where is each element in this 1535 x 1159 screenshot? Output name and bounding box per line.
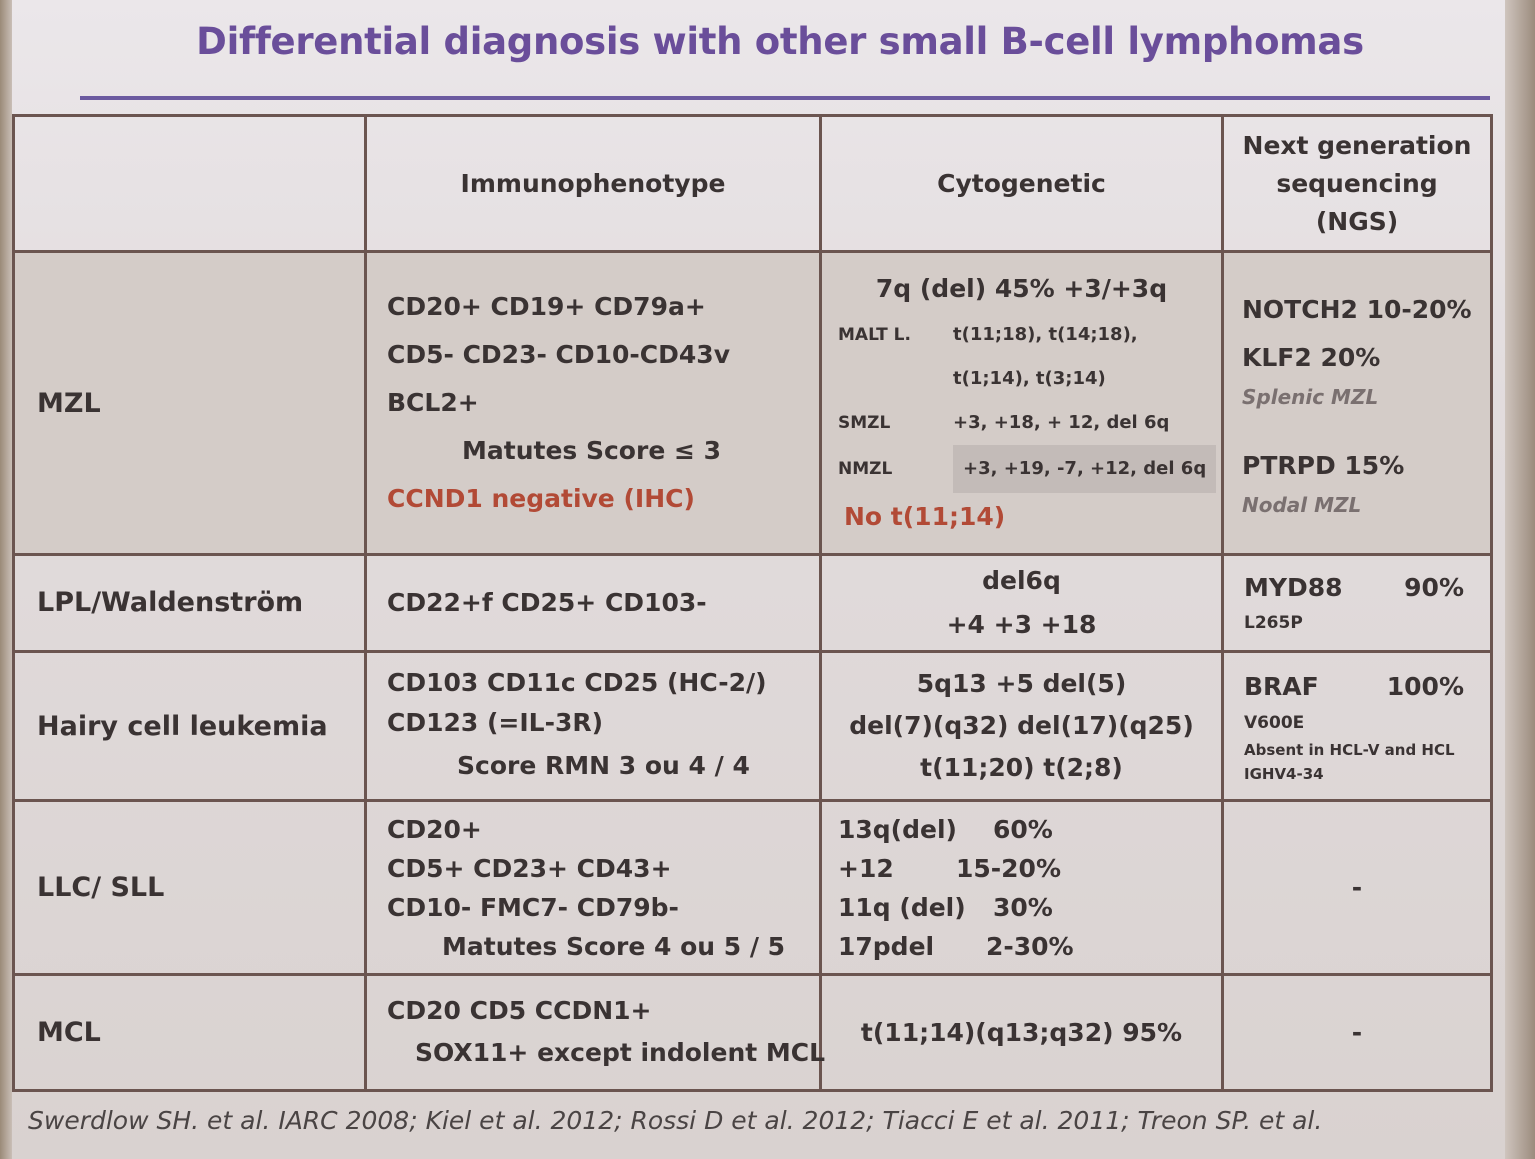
- mzl-cyto-value-highlight: +3, +19, -7, +12, del 6q: [953, 445, 1217, 494]
- mzl-cyto-head: 7q (del) 45% +3/+3q: [875, 274, 1168, 304]
- differential-diagnosis-table: Immunophenotype Cytogenetic Next generat…: [12, 113, 1493, 1093]
- hcl-cyto-line: del(7)(q32) del(17)(q25): [849, 711, 1194, 741]
- lpl-ngs-gene: MYD88: [1244, 572, 1343, 602]
- hcl-ngs-note: IGHV4-34: [1244, 765, 1324, 784]
- lpl-ngs-gene-row: MYD88 90%: [1224, 568, 1490, 608]
- llc-immuno-line: CD10- FMC7- CD79b-: [387, 892, 679, 922]
- llc-matutes-score: Matutes Score 4 ou 5 / 5: [442, 931, 786, 961]
- llc-immunophenotype: CD20+ CD5+ CD23+ CD43+ CD10- FMC7- CD79b…: [364, 799, 822, 976]
- row-hcl: Hairy cell leukemia CD103 CD11c CD25 (HC…: [12, 649, 1493, 803]
- mzl-ccnd1: CCND1 negative (IHC): [387, 484, 695, 514]
- hcl-ngs-variant: V600E: [1244, 713, 1305, 734]
- mzl-immuno-line: BCL2+: [387, 388, 479, 418]
- mcl-immunophenotype: CD20 CD5 CCDN1+ SOX11+ except indolent M…: [364, 972, 826, 1093]
- mzl-matutes-score: Matutes Score ≤ 3: [462, 436, 722, 466]
- header-ngs-line2: sequencing: [1276, 168, 1438, 198]
- hcl-cyto-line: t(11;20) t(2;8): [920, 753, 1123, 783]
- row-label-mzl: MZL: [12, 250, 367, 557]
- slide-title: Differential diagnosis with other small …: [196, 20, 1364, 63]
- mzl-cyto-value: t(11;18), t(14;18),: [953, 324, 1138, 346]
- mzl-immunophenotype: CD20+ CD19+ CD79a+ CD5- CD23- CD10-CD43v…: [364, 250, 822, 557]
- mzl-immuno-line: CD20+ CD19+ CD79a+: [387, 292, 706, 322]
- mzl-ngs-ptrpd: PTRPD 15%: [1242, 451, 1405, 481]
- mzl-cyto-row: SMZL +3, +18, + 12, del 6q: [822, 401, 1221, 445]
- hcl-score: Score RMN 3 ou 4 / 4: [457, 751, 750, 781]
- mzl-ngs: NOTCH2 10-20% KLF2 20% Splenic MZL PTRPD…: [1221, 250, 1493, 557]
- lpl-ngs-percent: 90%: [1404, 572, 1464, 602]
- mzl-cyto-row: t(1;14), t(3;14): [822, 357, 1221, 401]
- llc-cyto-value: 15-20%: [956, 853, 1062, 883]
- header-cytogenetic: Cytogenetic: [819, 113, 1224, 254]
- row-mzl: MZL CD20+ CD19+ CD79a+ CD5- CD23- CD10-C…: [12, 250, 1493, 557]
- projector-frame-left: [0, 0, 12, 1159]
- row-llc: LLC/ SLL CD20+ CD5+ CD23+ CD43+ CD10- FM…: [12, 799, 1493, 976]
- row-label-hcl: Hairy cell leukemia: [12, 649, 367, 803]
- lpl-cyto-line: del6q: [982, 565, 1061, 595]
- hcl-cyto-line: 5q13 +5 del(5): [916, 669, 1127, 699]
- hcl-ngs: BRAF 100% V600E Absent in HCL-V and HCL …: [1221, 649, 1493, 803]
- mzl-ngs-notch2: NOTCH2 10-20%: [1242, 295, 1472, 325]
- row-label-llc: LLC/ SLL: [12, 799, 367, 976]
- hcl-immunophenotype: CD103 CD11c CD25 (HC-2/) CD123 (=IL-3R) …: [364, 649, 822, 803]
- mzl-ngs-klf2: KLF2 20%: [1242, 343, 1381, 373]
- hcl-ngs-note: Absent in HCL-V and HCL: [1244, 741, 1455, 760]
- llc-cyto-value: 30%: [993, 892, 1053, 922]
- row-label-mcl: MCL: [12, 972, 367, 1093]
- citation: Swerdlow SH. et al. IARC 2008; Kiel et a…: [28, 1106, 1323, 1135]
- llc-cyto-value: 2-30%: [986, 931, 1074, 961]
- mzl-cyto-value: +3, +18, + 12, del 6q: [953, 412, 1170, 434]
- llc-cyto-row: 11q (del) 30%: [838, 888, 1221, 927]
- header-empty-cell: [12, 113, 367, 254]
- hcl-ngs-gene-row: BRAF 100%: [1224, 666, 1490, 708]
- llc-cyto-key: 13q(del): [838, 814, 957, 844]
- llc-cytogenetic: 13q(del) 60% +12 15-20% 11q (del) 30% 17…: [819, 799, 1224, 976]
- llc-immuno-line: CD20+: [387, 814, 482, 844]
- header-ngs: Next generation sequencing (NGS): [1221, 113, 1493, 254]
- mzl-cyto-row: NMZL +3, +19, -7, +12, del 6q: [822, 445, 1221, 494]
- llc-cyto-row: 13q(del) 60%: [838, 810, 1221, 849]
- hcl-immuno-line: CD123 (=IL-3R): [387, 708, 604, 738]
- title-divider: [80, 96, 1490, 100]
- row-lpl: LPL/Waldenström CD22+f CD25+ CD103- del6…: [12, 553, 1493, 653]
- lpl-ngs: MYD88 90% L265P: [1221, 553, 1493, 653]
- mcl-cytogenetic: t(11;14)(q13;q32) 95%: [819, 972, 1224, 1093]
- llc-cyto-row: +12 15-20%: [838, 849, 1221, 888]
- llc-cyto-row: 17pdel 2-30%: [838, 927, 1221, 966]
- mzl-cyto-value: t(1;14), t(3;14): [953, 368, 1106, 390]
- mzl-immuno-line: CD5- CD23- CD10-CD43v: [387, 340, 730, 370]
- lpl-immunophenotype: CD22+f CD25+ CD103-: [364, 553, 822, 653]
- hcl-ngs-percent: 100%: [1386, 672, 1464, 702]
- hcl-ngs-gene: BRAF: [1244, 672, 1319, 702]
- llc-ngs: -: [1221, 799, 1493, 976]
- llc-cyto-key: 17pdel: [838, 931, 935, 961]
- lpl-ngs-variant: L265P: [1244, 612, 1303, 633]
- mzl-cytogenetic: 7q (del) 45% +3/+3q MALT L. t(11;18), t(…: [819, 250, 1224, 557]
- header-ngs-line1: Next generation: [1242, 130, 1472, 160]
- llc-cyto-key: +12: [838, 853, 894, 883]
- llc-immuno-line: CD5+ CD23+ CD43+: [387, 853, 672, 883]
- llc-cyto-value: 60%: [993, 814, 1053, 844]
- row-mcl: MCL CD20 CD5 CCDN1+ SOX11+ except indole…: [12, 972, 1493, 1093]
- header-ngs-line3: (NGS): [1315, 206, 1399, 236]
- mzl-cyto-tail: No t(11;14): [844, 502, 1006, 532]
- lpl-cyto-line: +4 +3 +18: [946, 609, 1097, 639]
- mcl-ngs: -: [1221, 972, 1493, 1093]
- projector-frame-right: [1505, 0, 1535, 1159]
- mzl-ngs-nodal: Nodal MZL: [1242, 493, 1362, 518]
- hcl-cytogenetic: 5q13 +5 del(5) del(7)(q32) del(17)(q25) …: [819, 649, 1224, 803]
- mzl-ngs-splenic: Splenic MZL: [1242, 385, 1379, 410]
- hcl-immuno-line: CD103 CD11c CD25 (HC-2/): [387, 668, 767, 698]
- mcl-immuno-line: SOX11+ except indolent MCL: [415, 1038, 826, 1068]
- mcl-immuno-line: CD20 CD5 CCDN1+: [387, 996, 652, 1026]
- lpl-cytogenetic: del6q +4 +3 +18: [819, 553, 1224, 653]
- mzl-cyto-key: MALT L.: [838, 325, 911, 346]
- header-row: Immunophenotype Cytogenetic Next generat…: [12, 113, 1493, 254]
- mzl-cyto-key: SMZL: [838, 413, 891, 434]
- mzl-cyto-key: NMZL: [838, 459, 893, 480]
- llc-cyto-key: 11q (del): [838, 892, 966, 922]
- row-label-lpl: LPL/Waldenström: [12, 553, 367, 653]
- header-immunophenotype: Immunophenotype: [364, 113, 822, 254]
- mzl-cyto-row: MALT L. t(11;18), t(14;18),: [822, 313, 1221, 357]
